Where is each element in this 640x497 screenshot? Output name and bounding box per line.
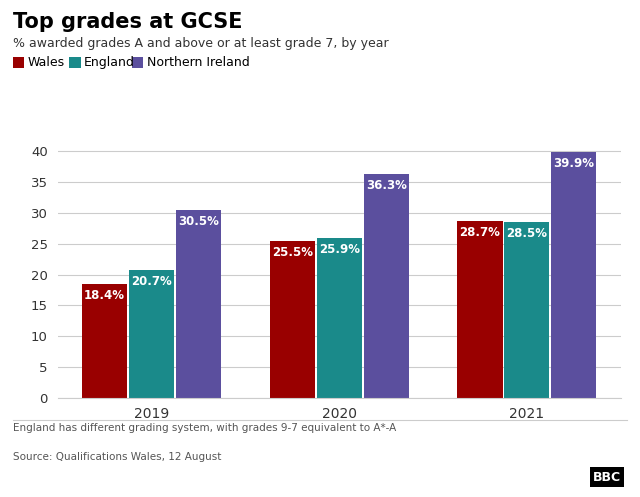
Bar	[504, 222, 550, 398]
Text: England: England	[84, 56, 134, 69]
Text: 25.9%: 25.9%	[319, 243, 360, 256]
Text: BBC: BBC	[593, 471, 621, 484]
Text: 30.5%: 30.5%	[178, 215, 219, 228]
Text: England has different grading system, with grades 9-7 equivalent to A*-A: England has different grading system, wi…	[13, 423, 396, 433]
Text: 36.3%: 36.3%	[365, 179, 406, 192]
Text: Source: Qualifications Wales, 12 August: Source: Qualifications Wales, 12 August	[13, 452, 221, 462]
Text: Northern Ireland: Northern Ireland	[147, 56, 250, 69]
Bar	[269, 241, 315, 398]
Bar	[129, 270, 174, 398]
Bar	[364, 174, 409, 398]
Bar	[458, 221, 502, 398]
Text: 25.5%: 25.5%	[272, 246, 313, 258]
Bar	[317, 238, 362, 398]
Bar	[82, 284, 127, 398]
Bar	[551, 152, 596, 398]
Text: 39.9%: 39.9%	[554, 157, 595, 170]
Text: 28.5%: 28.5%	[506, 227, 547, 240]
Bar	[176, 210, 221, 398]
Text: 28.7%: 28.7%	[460, 226, 500, 239]
Text: 18.4%: 18.4%	[84, 289, 125, 302]
Text: 20.7%: 20.7%	[131, 275, 172, 288]
Text: % awarded grades A and above or at least grade 7, by year: % awarded grades A and above or at least…	[13, 37, 388, 50]
Text: Wales: Wales	[28, 56, 65, 69]
Text: Top grades at GCSE: Top grades at GCSE	[13, 12, 243, 32]
